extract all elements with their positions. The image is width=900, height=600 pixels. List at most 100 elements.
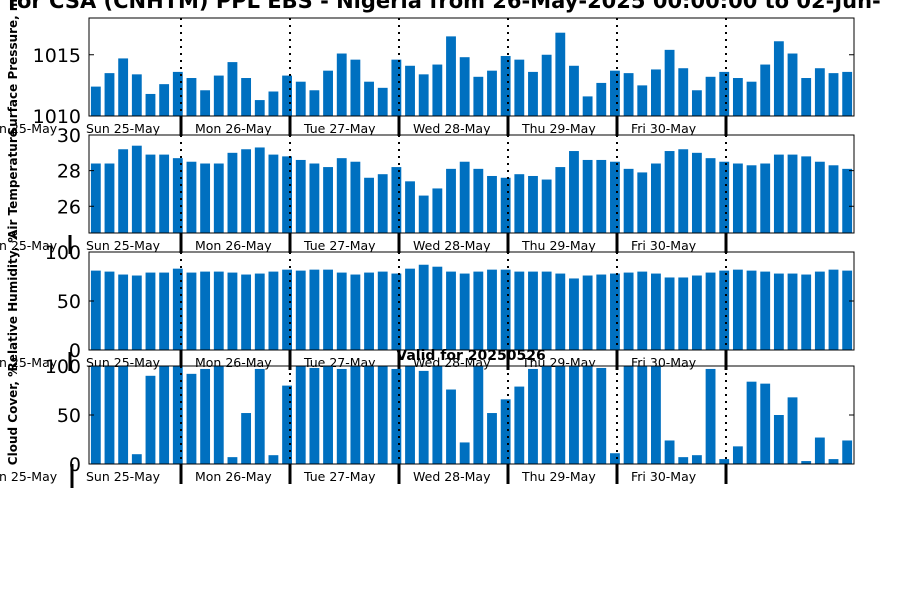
bar <box>528 71 538 116</box>
bar <box>309 90 320 116</box>
y-axis-label: Relative Humidity, % <box>6 231 20 372</box>
bar <box>90 270 101 350</box>
bar <box>746 381 757 464</box>
bar <box>377 271 388 350</box>
bar <box>200 271 211 350</box>
bar <box>746 270 757 350</box>
bar <box>336 368 347 464</box>
bar <box>623 272 634 350</box>
bar <box>487 175 497 233</box>
bar <box>213 366 224 464</box>
bar <box>159 84 170 116</box>
bar <box>432 366 443 464</box>
bar <box>405 366 415 464</box>
bar <box>459 442 470 464</box>
bar <box>391 273 402 350</box>
bar <box>391 368 402 464</box>
bar <box>814 68 825 116</box>
bar <box>446 36 456 117</box>
day-label: Thu 29-May <box>521 238 596 253</box>
day-label: Sun 25-May <box>86 238 161 253</box>
bar <box>350 366 361 464</box>
bar <box>500 55 511 116</box>
bar <box>336 53 347 116</box>
bar <box>842 270 853 350</box>
bar <box>268 455 279 464</box>
bar <box>691 455 702 464</box>
bar <box>637 172 648 233</box>
bar <box>159 272 170 350</box>
bar <box>691 152 702 233</box>
y-tick-label: 50 <box>57 405 81 427</box>
bar <box>801 78 812 116</box>
bar <box>541 179 552 233</box>
bar <box>309 163 320 233</box>
bar <box>760 64 771 116</box>
day-label: Tue 27-May <box>303 238 376 253</box>
bar <box>719 270 730 350</box>
bar <box>186 78 197 116</box>
bar <box>364 177 374 233</box>
bar <box>90 163 101 233</box>
bar <box>118 58 129 116</box>
bar <box>241 149 252 233</box>
bar <box>541 54 552 116</box>
bar <box>200 90 211 116</box>
bar <box>773 415 784 464</box>
bar <box>842 440 853 464</box>
bar <box>268 91 279 116</box>
y-axis-label: Cloud Cover, % <box>6 365 20 465</box>
bar <box>309 269 320 350</box>
bar <box>172 158 183 233</box>
bar <box>186 161 197 233</box>
bar <box>705 272 716 350</box>
bar <box>118 366 129 464</box>
bar <box>364 81 374 116</box>
bar <box>159 154 170 233</box>
bar <box>746 81 757 116</box>
bar <box>473 76 484 116</box>
y-tick-label: 1015 <box>33 45 81 67</box>
bar <box>828 269 839 350</box>
bar <box>241 413 252 464</box>
bar <box>610 70 620 116</box>
bar <box>651 69 661 116</box>
bar <box>323 269 333 350</box>
bar <box>637 366 648 464</box>
bar <box>691 275 702 350</box>
bar <box>213 271 224 350</box>
bar <box>145 375 156 464</box>
bar <box>814 271 825 350</box>
bar <box>732 78 743 116</box>
bar <box>705 368 716 464</box>
day-label: Mon 26-May <box>195 238 272 253</box>
bar <box>213 75 224 116</box>
bar <box>678 68 689 116</box>
bar <box>473 168 484 233</box>
bar <box>801 274 812 350</box>
bar <box>514 386 525 464</box>
bar <box>555 273 566 350</box>
bar <box>405 181 415 233</box>
bar <box>459 57 470 116</box>
bar <box>664 151 675 233</box>
bar <box>528 175 538 233</box>
bar <box>514 59 525 116</box>
bar <box>200 163 211 233</box>
bar <box>814 161 825 233</box>
bar <box>254 147 265 233</box>
bar <box>131 454 142 464</box>
bar <box>514 174 525 233</box>
bar <box>773 273 784 350</box>
day-label: Tue 27-May <box>303 121 376 136</box>
bar <box>227 457 238 464</box>
y-axis-label: Surface Pressure, m <box>6 0 20 135</box>
bar <box>418 264 429 350</box>
bar <box>254 368 265 464</box>
bar <box>623 168 634 233</box>
bar <box>555 32 566 117</box>
bar <box>719 161 730 233</box>
bar <box>541 366 552 464</box>
bar <box>295 270 306 350</box>
